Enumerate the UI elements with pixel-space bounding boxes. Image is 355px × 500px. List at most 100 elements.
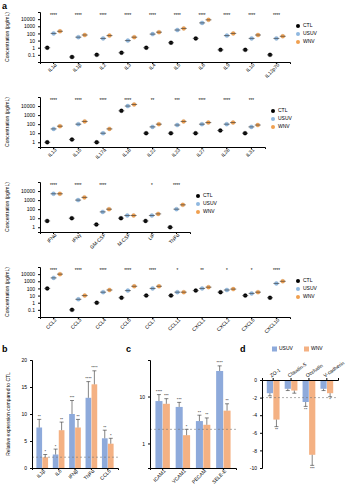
y-tick: 1000	[24, 112, 40, 118]
chart-panel: 110100100010000IL13IL15IL17aIL18IL22IL23…	[4, 97, 292, 160]
y-tick: 10	[29, 130, 40, 136]
mean-bar	[181, 28, 187, 29]
error-bar	[206, 418, 207, 425]
y-tick-mark	[30, 441, 32, 442]
y-tick-mark	[148, 397, 150, 398]
significance: ****	[75, 98, 82, 103]
x-tick: IL28	[220, 147, 231, 158]
x-tick-label: CXCL10	[263, 317, 281, 335]
significance: **	[225, 398, 229, 403]
error-cap	[292, 393, 296, 394]
x-tick-mark	[326, 378, 327, 380]
y-tick: 1000	[24, 197, 40, 203]
legend-marker	[271, 109, 275, 113]
bar	[102, 438, 108, 468]
y-tick-label: 0.1	[28, 52, 35, 58]
y-tick-label: 100	[27, 31, 36, 37]
bar	[42, 457, 48, 468]
y-tick: 10000	[21, 16, 40, 22]
y-tick-mark	[38, 41, 40, 42]
y-axis-line	[38, 268, 41, 318]
error-bar	[77, 419, 78, 427]
dot	[181, 203, 185, 207]
legend-label: USUV	[203, 200, 218, 206]
x-tick-label: IL27	[195, 147, 206, 158]
bar	[196, 421, 203, 468]
y-tick-mark	[260, 398, 262, 399]
y-tick-label: -8	[253, 448, 258, 454]
dot	[182, 119, 186, 123]
dot	[70, 138, 74, 142]
y-tick: -6	[253, 430, 262, 436]
y-tick-label: -6	[253, 430, 258, 436]
significance: *	[269, 396, 271, 401]
plot-area	[32, 371, 118, 468]
x-tick-label: VCAM1	[171, 468, 188, 485]
dot	[107, 207, 111, 211]
dot	[243, 131, 247, 135]
mean-bar	[199, 22, 205, 23]
x-tick: V-cadherin	[322, 360, 345, 380]
error-bar	[219, 366, 220, 371]
bar	[176, 407, 183, 468]
x-tick: IL1β	[71, 62, 82, 73]
mean-bar	[224, 290, 230, 291]
x-tick-label: ICAM1	[152, 468, 167, 483]
bar	[216, 371, 223, 468]
legend-label: USUV	[303, 285, 318, 291]
mean-bar	[44, 220, 50, 221]
x-tick-label: CXCL5	[240, 317, 256, 333]
mean-bar	[106, 290, 112, 291]
dot	[268, 53, 272, 57]
y-tick-mark	[38, 115, 40, 116]
error-cap	[70, 400, 74, 401]
mean-bar	[255, 292, 261, 293]
panel-label: c	[126, 344, 131, 354]
y-tick: 1000	[24, 278, 40, 284]
y-axis-title: Concentration (pg/mL)	[4, 97, 10, 147]
mean-bar	[168, 42, 174, 43]
y-tick-mark	[38, 142, 40, 143]
dot	[194, 36, 198, 40]
dot	[101, 290, 105, 294]
legend-marker	[296, 24, 300, 28]
mean-bar	[82, 121, 88, 122]
bar	[203, 425, 210, 468]
significance: ****	[85, 376, 92, 381]
x-axis: IL1βIL6IFNβTNFαCCL5	[33, 468, 119, 481]
y-tick-mark	[38, 303, 40, 304]
y-tick-label: 1000	[24, 197, 35, 203]
mean-bar	[180, 204, 186, 205]
mean-bar	[125, 290, 131, 291]
mean-bar	[75, 37, 81, 38]
y-tick: 0.1	[28, 307, 40, 313]
x-tick: IL23	[170, 147, 181, 158]
mean-bar	[205, 19, 211, 20]
legend-marker	[296, 40, 300, 44]
x-axis: IFNαIFNγGM-CSFM-CSFLIFTNFα	[41, 231, 191, 250]
threshold-line	[150, 429, 236, 430]
y-tick-label: 1000	[24, 112, 35, 118]
y-tick-mark	[260, 468, 262, 469]
x-tick: CCL7	[143, 317, 156, 330]
legend-marker	[296, 279, 300, 283]
mean-bar	[94, 142, 100, 143]
dot	[52, 127, 56, 131]
significance: ***	[70, 395, 75, 400]
dot	[151, 32, 155, 36]
dot	[194, 289, 198, 293]
y-tick: 1	[32, 300, 40, 306]
y-tick-label: 10	[29, 293, 35, 299]
dot	[231, 121, 235, 125]
dot	[107, 127, 111, 131]
error-cap	[43, 454, 47, 455]
dot	[58, 29, 62, 33]
mean-bar	[149, 215, 155, 216]
mean-bar	[57, 31, 63, 32]
significance: ****	[149, 13, 156, 18]
error-cap	[197, 415, 201, 416]
chart-panel: 0.1110100100010000CCL2CCL3CCL4CCL5CCL7CC…	[4, 267, 317, 335]
significance: ****	[273, 268, 280, 273]
x-tick: IL1α	[46, 62, 57, 73]
y-tick: 1000	[24, 23, 40, 29]
